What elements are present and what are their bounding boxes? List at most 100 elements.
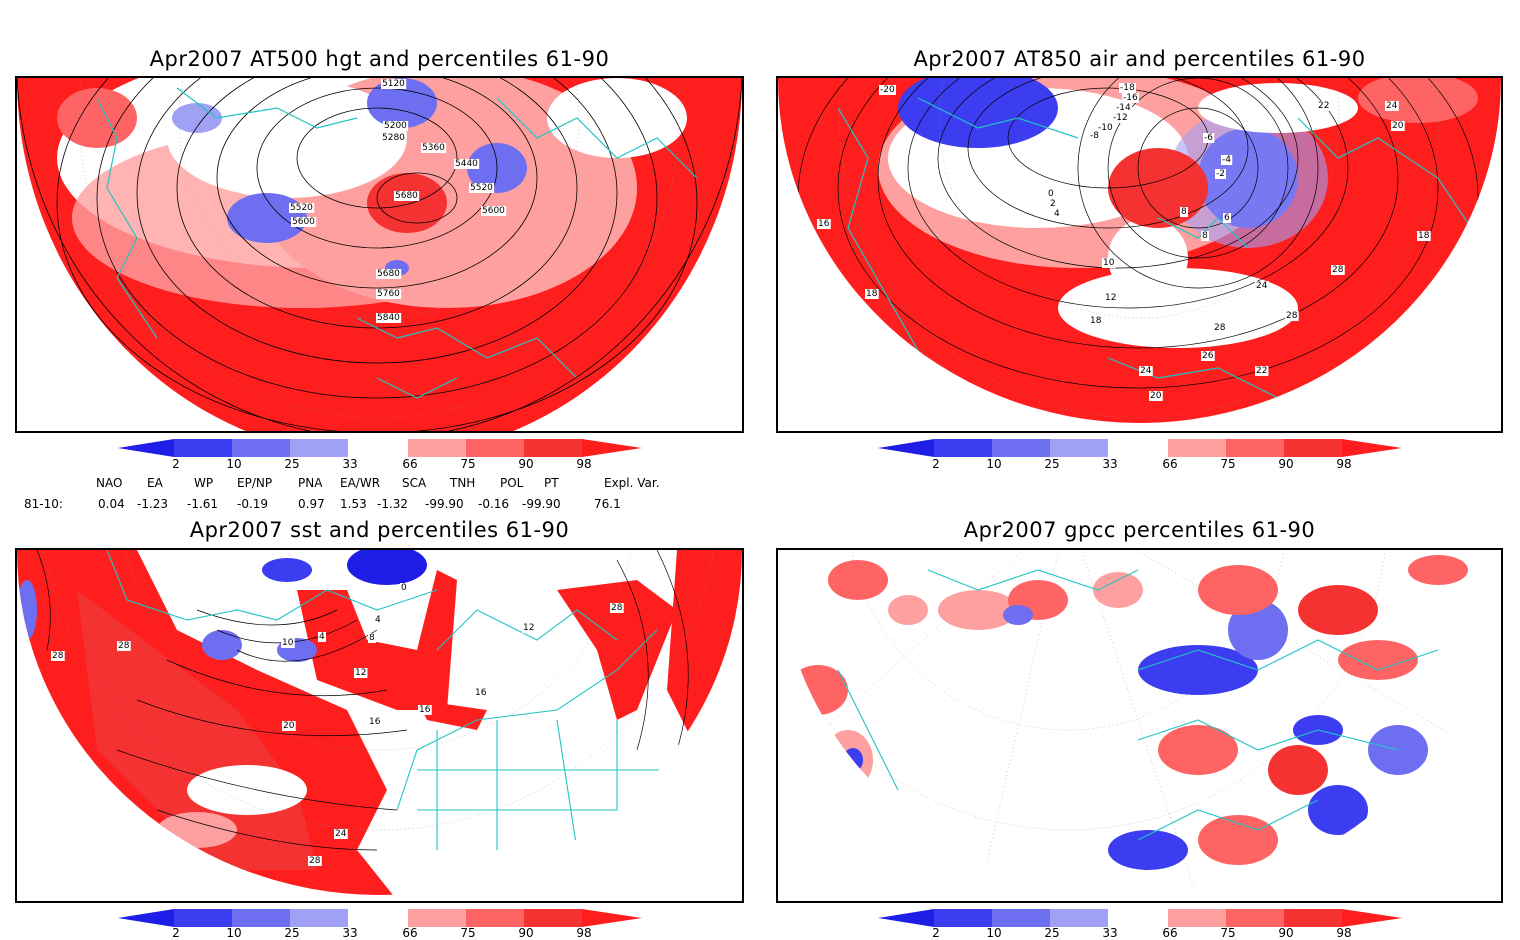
contour-label: -8 — [1090, 131, 1099, 141]
contour-label-bg — [610, 603, 624, 613]
colorbar-tick: 2 — [172, 457, 180, 471]
colorbar-tick: 98 — [576, 457, 592, 471]
colorbar-air — [878, 439, 1402, 457]
contour-labels-sst: 0 4 4 8 10 12 12 16 16 16 20 24 28 28 28… — [51, 583, 624, 866]
index-value: -0.16 — [478, 497, 510, 511]
contour-label: 0 — [1048, 189, 1054, 199]
contour-label-bg — [381, 79, 407, 89]
contour-label-bg — [318, 632, 326, 642]
contour-label-bg — [1285, 311, 1299, 321]
contour-label: 5600 — [482, 206, 505, 216]
contour-label-bg — [117, 641, 131, 651]
index-name: EP/NP — [237, 476, 273, 490]
colorbar-tick: 90 — [1278, 457, 1294, 471]
contour-label-bg — [1089, 316, 1103, 326]
contour-label-bg — [308, 856, 322, 866]
colorbar-tick: 66 — [402, 926, 418, 940]
index-value: -99.90 — [425, 497, 464, 511]
contour-label: 10 — [1103, 258, 1115, 268]
index-value: -0.19 — [237, 497, 269, 511]
contour-label: 5440 — [455, 159, 478, 169]
contour-label: 16 — [475, 688, 487, 698]
contour-label-bg — [291, 217, 317, 227]
colorbar-tick: 66 — [402, 457, 418, 471]
contour-label-bg — [400, 583, 408, 593]
contour-label: 5840 — [377, 313, 400, 323]
colorbar-tick: 90 — [518, 457, 534, 471]
colorbar-swatches — [878, 439, 1402, 457]
contour-label: -20 — [880, 85, 895, 95]
contour-label: 4 — [375, 615, 381, 625]
contour-label-bg — [394, 191, 420, 201]
contour-label: 28 — [118, 641, 130, 651]
colorbar-hgt — [118, 439, 642, 457]
colorbar-tick: 90 — [1278, 926, 1294, 940]
index-value: -1.61 — [187, 497, 219, 511]
contour-label-bg — [817, 219, 831, 229]
contour-label: 28 — [611, 603, 623, 613]
contour-label: -6 — [1204, 133, 1213, 143]
contour-label: -10 — [1098, 123, 1113, 133]
map-panel-hgt: 5120 5200 5280 5360 5440 5520 5520 5600 … — [15, 76, 744, 433]
colorbar-swatches — [118, 439, 642, 457]
index-name: Expl. Var. — [604, 476, 660, 490]
contour-label: 5200 — [384, 121, 407, 131]
colorbar-tick: 10 — [226, 926, 242, 940]
contour-label-bg — [334, 829, 348, 839]
contour-label: 22 — [1256, 366, 1267, 376]
contour-label-bg — [1385, 101, 1399, 111]
contour-label: -2 — [1216, 169, 1225, 179]
contour-label: 20 — [283, 721, 295, 731]
contour-label: 20 — [1150, 391, 1162, 401]
contour-label-bg — [1139, 366, 1153, 376]
contour-label: 8 — [1202, 231, 1208, 241]
colorbar-tick: 2 — [932, 926, 940, 940]
colorbar-tick: 98 — [1336, 926, 1352, 940]
contour-label-bg — [1221, 155, 1233, 165]
contour-label: 18 — [1418, 231, 1430, 241]
contour-label-bg — [354, 668, 368, 678]
contour-label: 26 — [1202, 351, 1214, 361]
contour-label-bg — [376, 289, 402, 299]
colorbar-tick: 75 — [460, 926, 476, 940]
colorbar-sst — [118, 909, 642, 927]
contour-label: 22 — [1318, 101, 1329, 111]
index-name: PNA — [298, 476, 323, 490]
index-name: PT — [544, 476, 559, 490]
index-value: 0.04 — [98, 497, 125, 511]
contour-label-bg — [374, 615, 382, 625]
colorbar-tick: 2 — [172, 926, 180, 940]
contour-label-bg — [376, 269, 402, 279]
colorbar-tick: 98 — [576, 926, 592, 940]
contour-label: -18 — [1120, 83, 1135, 93]
contour-label: 20 — [1392, 121, 1404, 131]
colorbar-tick: 33 — [342, 457, 358, 471]
contour-label: -16 — [1123, 93, 1138, 103]
contour-label: 24 — [1386, 101, 1398, 111]
panel-title-sst: Apr2007 sst and percentiles 61-90 — [189, 518, 570, 542]
colorbar-tick: 75 — [1220, 926, 1236, 940]
contour-label-bg — [1047, 189, 1055, 199]
contour-label: -12 — [1113, 113, 1128, 123]
panel-title-gpcc: Apr2007 gpcc percentiles 61-90 — [963, 518, 1316, 542]
index-name: EA/WR — [340, 476, 381, 490]
index-name: EA — [147, 476, 163, 490]
contour-label-bg — [282, 721, 296, 731]
contour-label-bg — [1049, 199, 1057, 209]
contour-label-bg — [1201, 231, 1209, 241]
contour-label: 24 — [1140, 366, 1152, 376]
contour-label: 16 — [419, 705, 431, 715]
colorbar-tick: 33 — [342, 926, 358, 940]
contour-label: 12 — [1105, 293, 1116, 303]
contour-label-bg — [1053, 209, 1061, 219]
colorbar-tick: 66 — [1162, 926, 1178, 940]
contour-label: 16 — [369, 717, 381, 727]
contour-label-bg — [454, 159, 480, 169]
map-panel-air: -20 -18 -16 -14 -12 -10 -8 -6 -4 -2 0 2 … — [776, 76, 1503, 433]
contour-label-bg — [368, 717, 382, 727]
contour-label-bg — [383, 121, 409, 131]
colorbar-tick: 75 — [460, 457, 476, 471]
panel-title-air: Apr2007 AT850 air and percentiles 61-90 — [913, 47, 1366, 71]
contour-label: 28 — [1214, 323, 1226, 333]
index-value: 0.97 — [298, 497, 325, 511]
